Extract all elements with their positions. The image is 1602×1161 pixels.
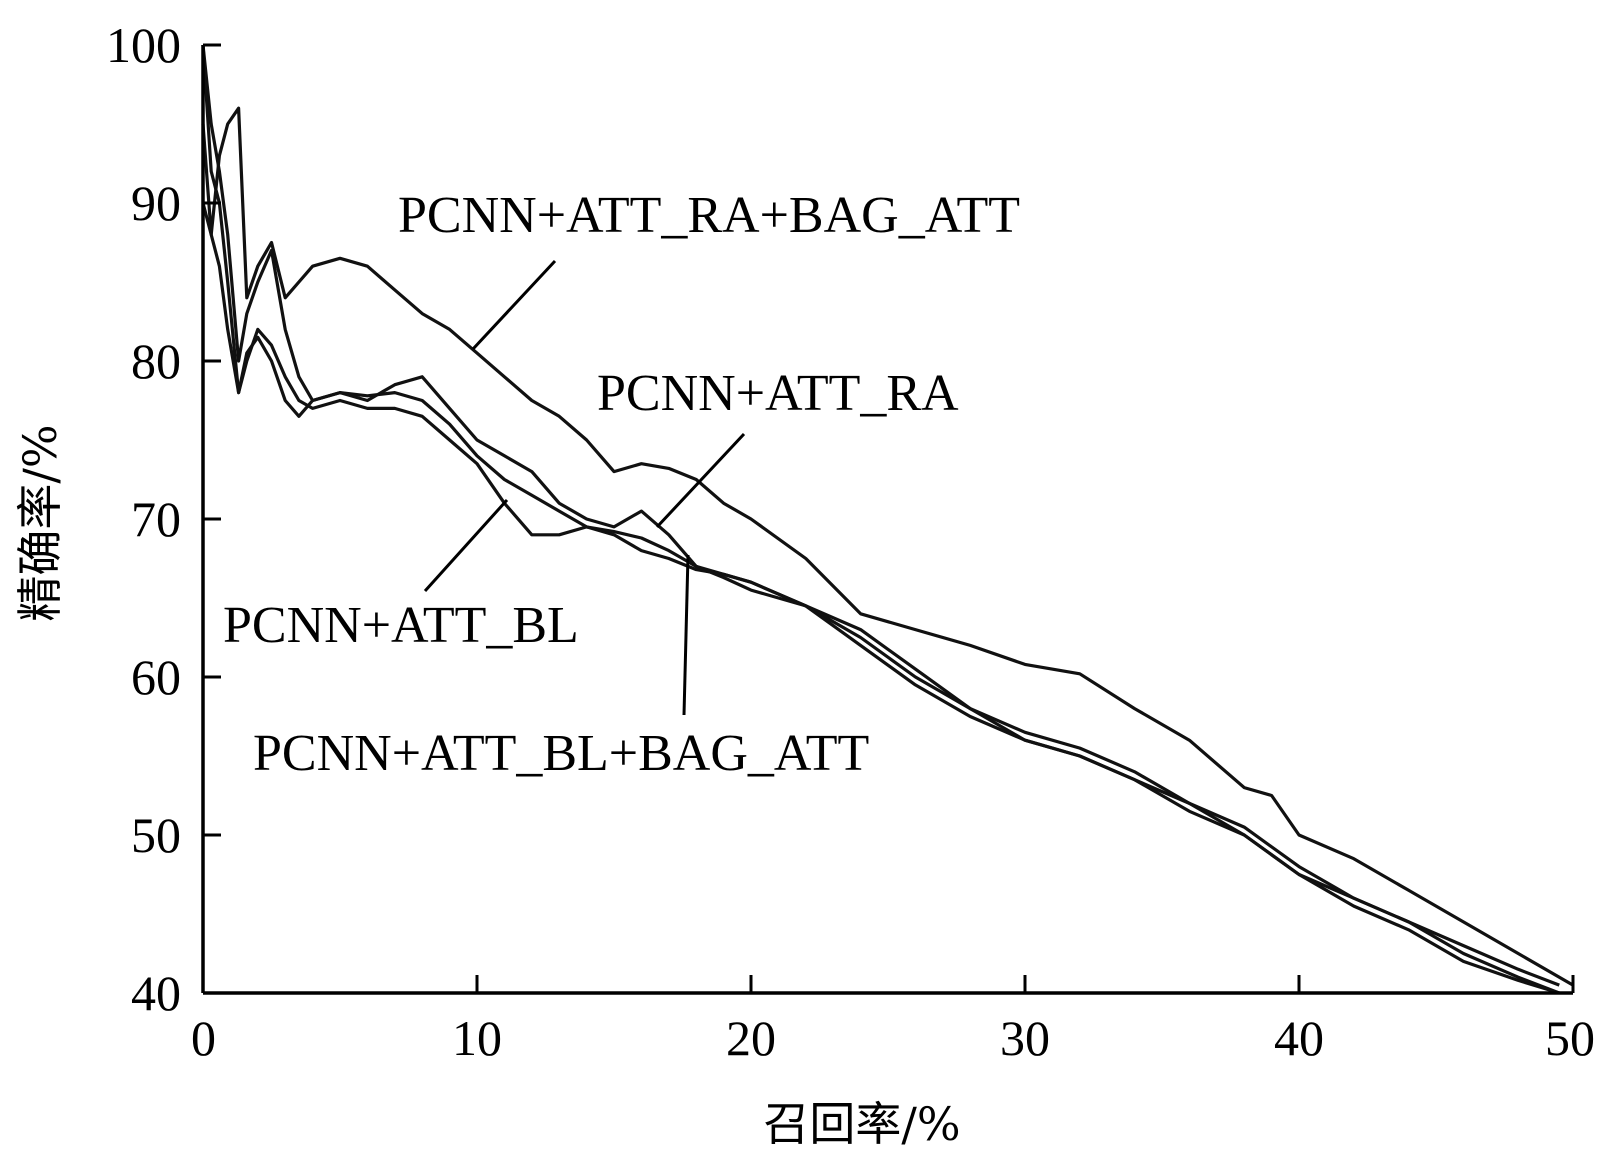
- y-tick-label: 90: [131, 175, 181, 231]
- y-tick-label: 80: [131, 333, 181, 389]
- leader-line-bl-bag-att: [682, 554, 690, 716]
- series-line-1: [201, 106, 1574, 987]
- leader-line-ra-bag-att: [471, 259, 557, 351]
- ticks-layer: 0 10 20 30 40 50 40 50 60 70 80 90 100: [106, 17, 1595, 1066]
- series-label-bl-bag-att: PCNN+ATT_BL+BAG_ATT: [253, 725, 869, 782]
- y-tick-label: 100: [106, 17, 181, 73]
- y-tick-label: 60: [131, 649, 181, 705]
- y-axis-title: 精确率/%: [13, 424, 67, 621]
- x-tick-label: 0: [191, 1010, 216, 1066]
- series-label-ra: PCNN+ATT_RA: [597, 365, 959, 422]
- x-tick-label: 50: [1545, 1010, 1595, 1066]
- x-axis-title: 召回率/%: [763, 1097, 960, 1151]
- series-line-2: [201, 44, 1560, 987]
- series-label-ra-bag-att: PCNN+ATT_RA+BAG_ATT: [398, 187, 1020, 244]
- x-tick-label: 40: [1274, 1010, 1324, 1066]
- leader-line-bl: [423, 498, 509, 593]
- y-tick-label: 50: [131, 807, 181, 863]
- x-tick-label: 20: [726, 1010, 776, 1066]
- x-tick-label: 30: [1000, 1010, 1050, 1066]
- leader-line-ra: [655, 432, 746, 529]
- x-tick-label: 10: [452, 1010, 502, 1066]
- y-tick-label: 70: [131, 491, 181, 547]
- series-line-4: [201, 123, 1560, 995]
- y-tick-label: 40: [131, 965, 181, 1021]
- series-layer: [201, 44, 1574, 995]
- series-label-bl: PCNN+ATT_BL: [223, 597, 579, 654]
